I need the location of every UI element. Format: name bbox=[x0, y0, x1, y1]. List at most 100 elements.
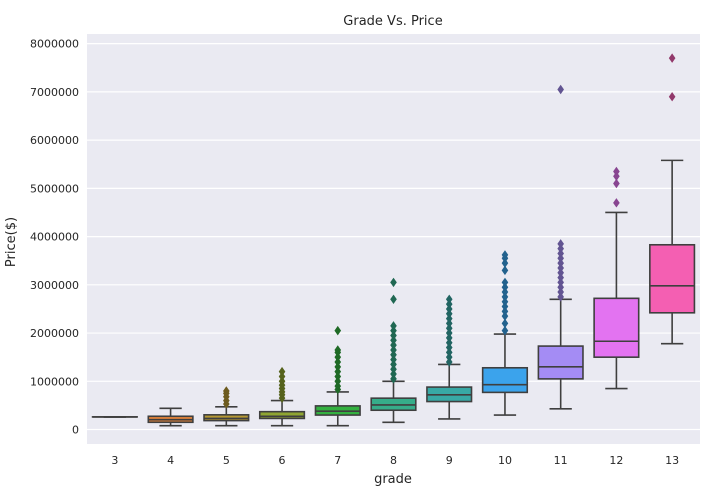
outlier-point bbox=[390, 335, 397, 346]
x-tick-label: 3 bbox=[111, 454, 118, 467]
box-grade-8 bbox=[370, 277, 417, 424]
outlier-point bbox=[278, 371, 286, 382]
x-tick-label: 4 bbox=[167, 454, 174, 467]
outlier-point bbox=[445, 328, 453, 338]
outlier-point bbox=[501, 306, 509, 317]
outlier-point bbox=[445, 318, 453, 329]
y-tick-label: 2000000 bbox=[30, 327, 79, 340]
x-tick-label: 5 bbox=[223, 454, 230, 467]
chart-title: Grade Vs. Price bbox=[343, 14, 442, 29]
outlier-point bbox=[501, 296, 509, 307]
outlier-point bbox=[390, 325, 397, 336]
x-tick-label: 7 bbox=[334, 454, 341, 467]
outlier-point bbox=[501, 325, 509, 336]
outlier-point bbox=[445, 342, 453, 353]
box-grade-7 bbox=[314, 325, 361, 427]
x-axis-ticks: 3 4 5 6 7 8 9 10 11 12 13 bbox=[111, 454, 679, 467]
outlier-point bbox=[501, 250, 509, 260]
outlier-point bbox=[613, 198, 620, 208]
x-tick-label: 12 bbox=[609, 454, 623, 467]
outlier-point bbox=[557, 263, 564, 273]
outlier-point bbox=[501, 277, 509, 288]
outlier-point bbox=[613, 171, 620, 182]
outlier-point bbox=[334, 325, 342, 336]
outlier-point bbox=[334, 381, 342, 391]
y-tick-label: 4000000 bbox=[30, 231, 79, 244]
outlier-point bbox=[557, 287, 564, 297]
box-grade-11 bbox=[537, 84, 584, 410]
outlier-point bbox=[390, 277, 397, 288]
outlier-point bbox=[501, 282, 509, 292]
outlier-point bbox=[668, 91, 676, 102]
outlier-point bbox=[334, 362, 342, 372]
y-tick-label: 7000000 bbox=[30, 86, 79, 99]
outlier-point bbox=[334, 376, 342, 387]
box-grade-9 bbox=[426, 294, 473, 420]
y-tick-label: 8000000 bbox=[30, 38, 79, 51]
outlier-point bbox=[557, 243, 564, 254]
box-grade-13 bbox=[649, 53, 696, 345]
box-iqr bbox=[593, 297, 640, 358]
outlier-point bbox=[501, 311, 509, 321]
box-grade-4 bbox=[147, 407, 194, 427]
x-tick-label: 11 bbox=[554, 454, 568, 467]
outlier-point bbox=[445, 294, 453, 305]
x-tick-label: 6 bbox=[279, 454, 286, 467]
box-iqr bbox=[537, 345, 584, 380]
x-tick-label: 10 bbox=[498, 454, 512, 467]
outlier-point bbox=[445, 352, 453, 362]
outlier-point bbox=[557, 277, 564, 288]
box-grade-5 bbox=[203, 386, 250, 427]
outlier-point bbox=[445, 304, 453, 314]
outlier-point bbox=[501, 292, 509, 302]
outlier-point bbox=[445, 309, 453, 319]
y-tick-label: 0 bbox=[72, 424, 79, 437]
outlier-point bbox=[390, 374, 397, 384]
outlier-point bbox=[501, 258, 509, 268]
outlier-point bbox=[390, 321, 397, 331]
outlier-point bbox=[390, 345, 397, 355]
outlier-point bbox=[390, 340, 397, 350]
outlier-point bbox=[445, 333, 453, 343]
outlier-point bbox=[390, 359, 397, 370]
outlier-point bbox=[390, 354, 397, 365]
outlier-point bbox=[278, 376, 286, 387]
box-grade-6 bbox=[258, 366, 306, 427]
outlier-point bbox=[501, 318, 509, 329]
outlier-point bbox=[390, 350, 397, 360]
outlier-point bbox=[501, 265, 509, 276]
outlier-point bbox=[334, 357, 342, 367]
outlier-point bbox=[390, 364, 397, 374]
outlier-point bbox=[557, 239, 564, 249]
outlier-point bbox=[557, 272, 564, 283]
outlier-point bbox=[445, 337, 453, 348]
outlier-point bbox=[334, 371, 342, 382]
outlier-point bbox=[501, 301, 509, 312]
boxes bbox=[91, 53, 696, 427]
outlier-point bbox=[334, 366, 342, 377]
outlier-point bbox=[390, 369, 397, 379]
box-iqr bbox=[649, 243, 696, 314]
box-iqr bbox=[481, 366, 529, 394]
x-tick-label: 13 bbox=[665, 454, 679, 467]
y-tick-label: 6000000 bbox=[30, 134, 79, 147]
y-axis-ticks: 0 1000000 2000000 3000000 4000000 5000000 6000… bbox=[30, 38, 79, 437]
outlier-point bbox=[557, 248, 564, 259]
outlier-point bbox=[445, 323, 453, 333]
outlier-point bbox=[390, 330, 397, 341]
y-tick-label: 3000000 bbox=[30, 279, 79, 292]
outlier-point bbox=[557, 84, 564, 95]
outlier-point bbox=[390, 294, 397, 305]
outlier-point bbox=[445, 299, 453, 309]
outlier-point bbox=[501, 287, 509, 297]
x-axis-label: grade bbox=[374, 472, 412, 487]
y-tick-label: 1000000 bbox=[30, 375, 79, 388]
outlier-point bbox=[278, 366, 286, 377]
outlier-point bbox=[334, 345, 342, 355]
box-iqr bbox=[258, 410, 306, 420]
outlier-point bbox=[557, 268, 564, 278]
outlier-point bbox=[557, 258, 564, 268]
y-tick-label: 5000000 bbox=[30, 182, 79, 195]
outlier-point bbox=[613, 166, 620, 177]
